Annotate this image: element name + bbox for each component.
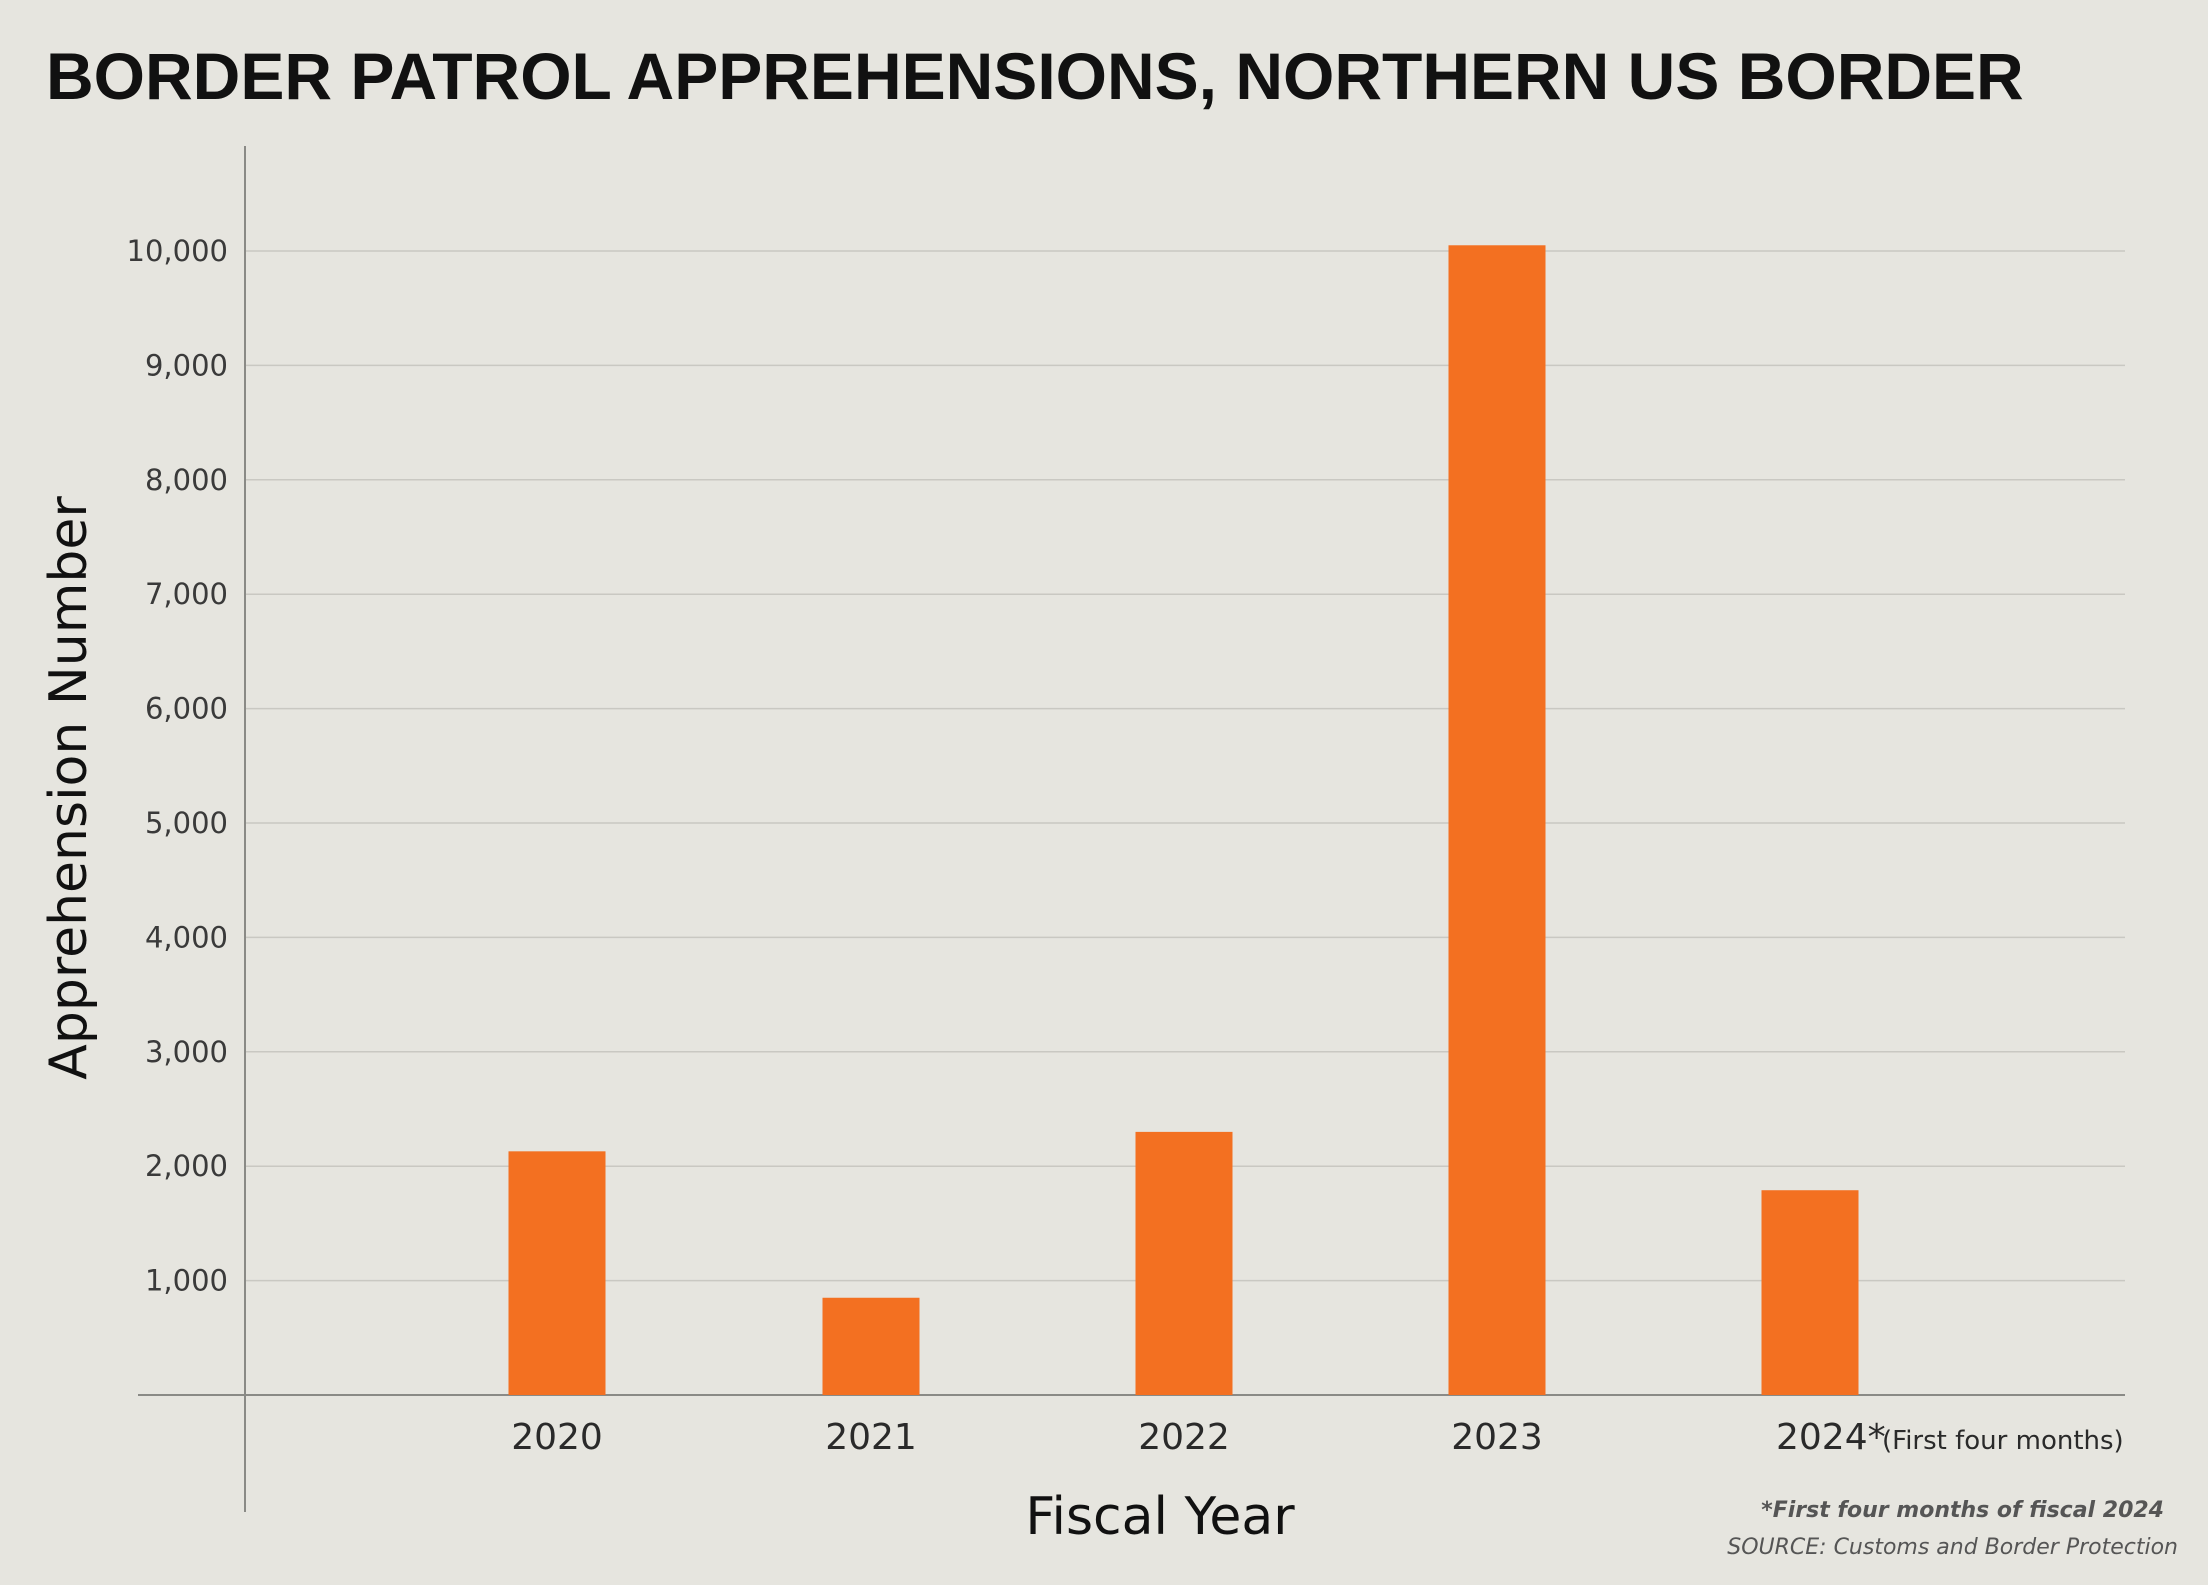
bar-2024 [1761,1190,1859,1395]
y-tick-label: 6,000 [145,692,228,726]
x-tick-label: 2020 [511,1417,603,1458]
y-axis-title: Apprehension Number [39,496,99,1080]
bar-2021 [822,1297,920,1395]
chart-title: BORDER PATROL APPREHENSIONS, NORTHERN US… [46,39,2024,113]
y-tick-label: 5,000 [145,806,228,840]
y-tick-label: 7,000 [145,577,228,611]
y-tick-labels: 1,000 2,000 3,000 4,000 5,000 6,000 7,000 8,000… [127,234,228,1298]
bars [508,245,1859,1395]
x-axis-title: Fiscal Year [1025,1487,1295,1547]
x-tick-label: 2024* [1776,1417,1886,1458]
x-tick-label: 2022 [1138,1417,1230,1458]
source-note: SOURCE: Customs and Border Protection [1727,1535,2178,1560]
footnote: *First four months of fiscal 2024 [1761,1498,2164,1523]
y-tick-label: 10,000 [127,234,228,268]
bar-2020 [508,1151,606,1395]
bar-2022 [1135,1131,1233,1395]
x-tick-note: (First four months) [1882,1426,2124,1456]
y-tick-label: 1,000 [145,1264,228,1298]
y-tick-label: 8,000 [145,463,228,497]
y-tick-label: 9,000 [145,348,228,382]
x-tick-label: 2023 [1451,1417,1543,1458]
y-tick-label: 2,000 [145,1149,228,1183]
bar-2023 [1448,245,1546,1395]
y-tick-label: 3,000 [145,1035,228,1069]
x-tick-labels: 2020 2021 2022 2023 2024*(First four months) [511,1417,2124,1458]
x-tick-label: 2021 [825,1417,917,1458]
y-tick-label: 4,000 [145,920,228,954]
gridlines [245,250,2125,1282]
